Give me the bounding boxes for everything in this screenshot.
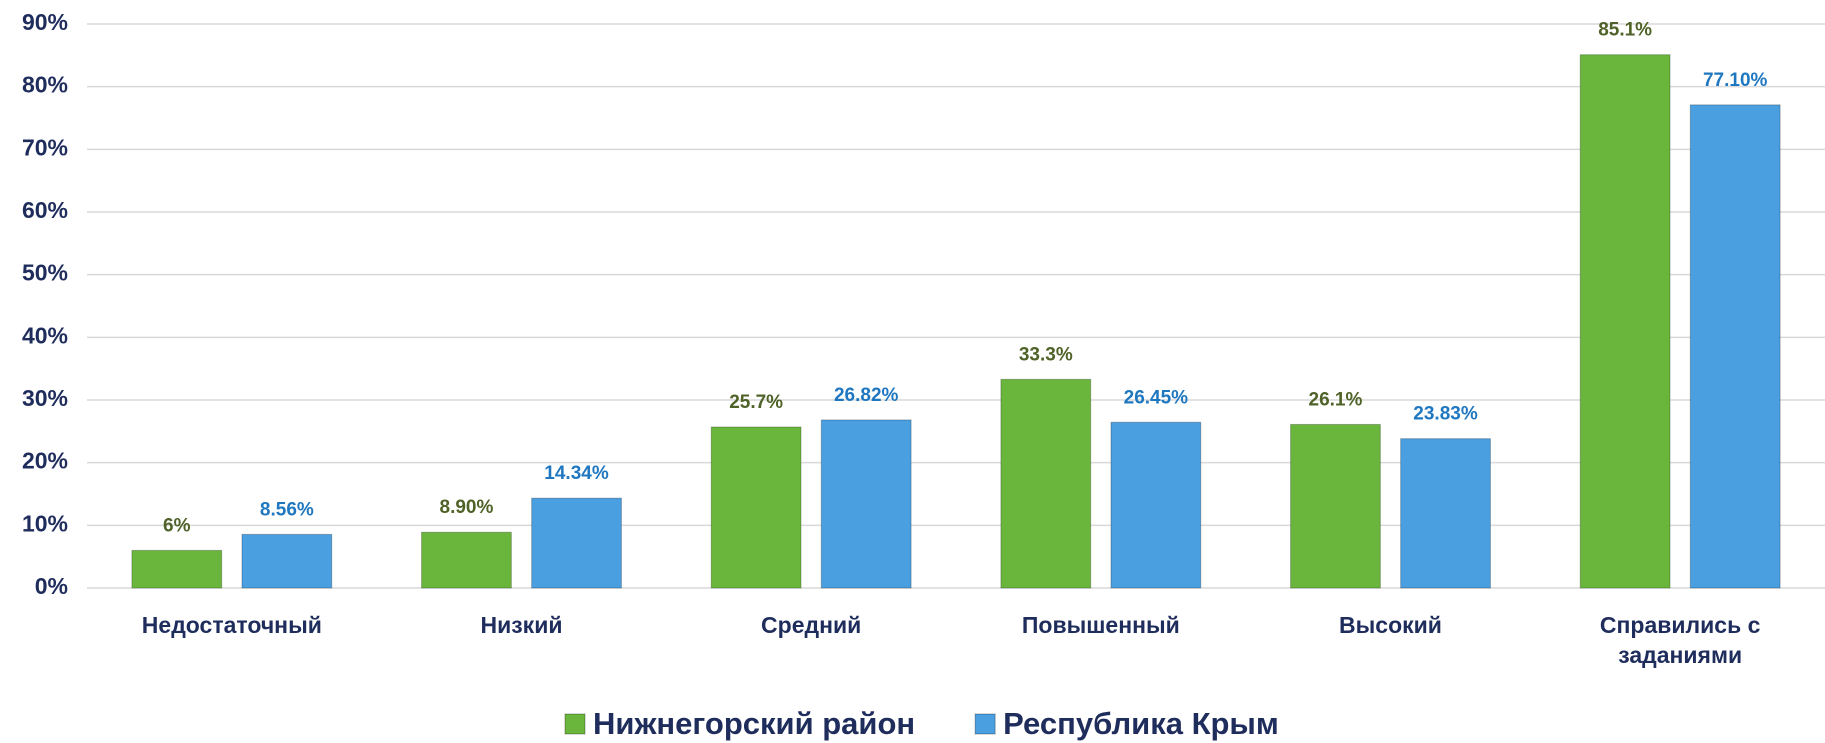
y-tick-label: 80% bbox=[22, 72, 68, 98]
value-label: 6% bbox=[163, 515, 191, 536]
x-tick-label: Низкий bbox=[480, 612, 563, 638]
y-tick-label: 20% bbox=[22, 448, 68, 474]
bar bbox=[1689, 104, 1781, 589]
bar bbox=[1290, 423, 1381, 589]
value-label: 14.34% bbox=[544, 463, 609, 484]
value-label: 26.45% bbox=[1124, 387, 1189, 408]
bar bbox=[1110, 421, 1202, 589]
y-tick-label: 10% bbox=[22, 510, 68, 536]
bar bbox=[820, 419, 912, 589]
value-label: 8.90% bbox=[440, 497, 494, 518]
value-label: 77.10% bbox=[1703, 70, 1768, 91]
value-label: 26.1% bbox=[1309, 389, 1363, 410]
legend-label: Республика Крым bbox=[1003, 706, 1279, 741]
legend-swatch bbox=[974, 713, 996, 735]
bar bbox=[421, 531, 512, 589]
bar bbox=[241, 533, 333, 589]
y-tick-label: 60% bbox=[22, 197, 68, 223]
value-label: 33.3% bbox=[1019, 344, 1073, 365]
x-tick-label: Высокий bbox=[1339, 612, 1442, 638]
x-tick-label: Недостаточный bbox=[141, 612, 322, 638]
y-tick-label: 0% bbox=[35, 573, 68, 599]
bar bbox=[1579, 54, 1671, 589]
y-tick-label: 50% bbox=[22, 260, 68, 286]
y-tick-label: 70% bbox=[22, 134, 68, 160]
x-tick-label: Повышенный bbox=[1021, 612, 1180, 638]
legend-swatch bbox=[564, 713, 586, 735]
legend-label: Нижнегорский район bbox=[593, 706, 915, 741]
value-label: 8.56% bbox=[260, 499, 314, 520]
bar bbox=[1000, 378, 1092, 589]
bar bbox=[1400, 438, 1491, 589]
x-tick-label: Справились с заданиями bbox=[1599, 612, 1761, 668]
x-tick-label: Средний bbox=[761, 612, 862, 638]
value-label: 25.7% bbox=[729, 392, 783, 413]
bar bbox=[710, 426, 802, 589]
y-tick-label: 40% bbox=[22, 322, 68, 348]
y-tick-label: 30% bbox=[22, 385, 68, 411]
value-label: 26.82% bbox=[834, 385, 899, 406]
bar bbox=[131, 549, 223, 589]
y-tick-label: 90% bbox=[22, 9, 68, 35]
value-label: 23.83% bbox=[1413, 404, 1478, 425]
value-label: 85.1% bbox=[1598, 20, 1652, 41]
bar bbox=[531, 497, 622, 589]
